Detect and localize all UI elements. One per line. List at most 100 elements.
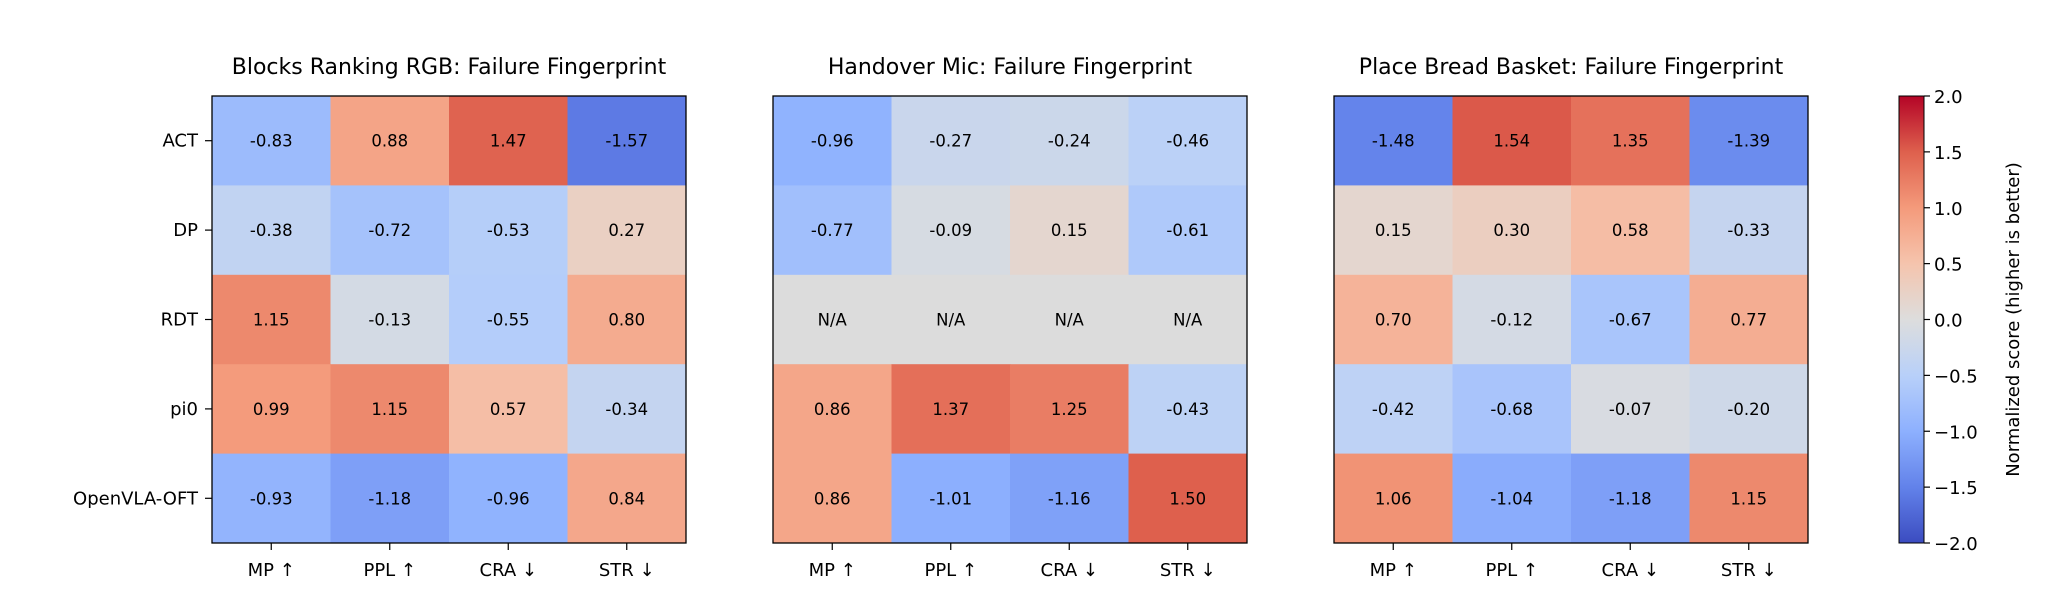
heatmap-cell (773, 185, 892, 276)
heatmap-cell (773, 364, 892, 455)
heatmap-cell (449, 453, 568, 544)
x-tick-label: CRA ↓ (1602, 560, 1659, 581)
cell-value-label: -0.43 (1166, 400, 1209, 419)
heatmap-cell (330, 364, 450, 455)
cell-value-label: 1.15 (253, 311, 290, 330)
heatmap-cell (1334, 274, 1453, 365)
cell-value-label: -0.83 (250, 132, 293, 151)
heatmap-cell (449, 96, 568, 186)
heatmap-cell (1689, 453, 1809, 544)
cell-value-label: 0.70 (1375, 311, 1412, 330)
colorbar-label: Normalized score (higher is better) (2003, 162, 2024, 477)
colorbar-tick-label: 0.0 (1934, 311, 1963, 332)
cell-value-label: -0.20 (1727, 400, 1770, 419)
heatmap-cell (567, 364, 687, 455)
cell-value-label: -0.77 (811, 221, 854, 240)
heatmap-cell (1128, 453, 1248, 544)
colorbar: 2.0 1.5 1.0 0.5 0.0 −0.5 −1.0 −1.5 −2.0 Normalize… (1898, 87, 2024, 555)
heatmap-cell (567, 96, 687, 186)
colorbar-tick-label: 0.5 (1934, 255, 1963, 276)
cell-value-label: -0.38 (250, 221, 293, 240)
colorbar-tick-label: −0.5 (1934, 366, 1978, 387)
x-tick-label: MP ↑ (809, 560, 856, 581)
heatmap-cell (1689, 185, 1809, 276)
panel-title: Place Bread Basket: Failure Fingerprint (1359, 55, 1784, 80)
heatmap-cell (1128, 274, 1248, 365)
heatmap-cell (449, 274, 568, 365)
cell-value-label: -1.57 (605, 132, 648, 151)
heatmap-cell (1010, 453, 1129, 544)
heatmap-cell (1010, 185, 1129, 276)
heatmap-cell (1010, 96, 1129, 186)
heatmap-cell (1452, 364, 1572, 455)
cell-value-label: -1.48 (1372, 132, 1415, 151)
cell-value-label: -0.12 (1490, 311, 1533, 330)
heatmap-cell (212, 96, 331, 186)
cell-value-label: -0.07 (1609, 400, 1652, 419)
cell-value-label: N/A (1055, 311, 1085, 330)
heatmap-cell (1689, 96, 1809, 186)
heatmap-cell (1128, 185, 1248, 276)
x-tick-label: PPL ↑ (363, 560, 416, 581)
y-tick-label: OpenVLA-OFT (73, 488, 199, 509)
cell-value-label: 0.86 (814, 400, 851, 419)
cell-value-label: 1.15 (371, 400, 408, 419)
x-tick-label: PPL ↑ (1485, 560, 1538, 581)
heatmap-cell (773, 96, 892, 186)
x-tick-label: MP ↑ (1370, 560, 1417, 581)
cell-value-label: -1.16 (1048, 489, 1091, 508)
heatmap-cell (330, 274, 450, 365)
cell-value-label: -0.42 (1372, 400, 1415, 419)
heatmap-cell (1689, 274, 1809, 365)
cell-value-label: 1.15 (1730, 489, 1767, 508)
heatmap-cell (1128, 96, 1248, 186)
cell-value-label: -0.24 (1048, 132, 1091, 151)
heatmap-cell (330, 185, 450, 276)
colorbar-tick-label: −1.5 (1934, 478, 1978, 499)
heatmap-cell (212, 364, 331, 455)
cell-value-label: -0.67 (1609, 311, 1652, 330)
heatmap-cell (1334, 364, 1453, 455)
cell-value-label: 1.47 (490, 132, 527, 151)
heatmap-cell (330, 96, 450, 186)
colorbar-tick-label: 1.0 (1934, 199, 1963, 220)
heatmap-cell (1571, 274, 1690, 365)
heatmap-cell (891, 185, 1011, 276)
heatmap-cell (1010, 364, 1129, 455)
heatmap-cell (891, 274, 1011, 365)
heatmap-cell (1452, 274, 1572, 365)
cell-value-label: -1.01 (929, 489, 972, 508)
y-tick-label: RDT (161, 310, 199, 331)
heatmap-cell (891, 453, 1011, 544)
heatmap-cell (1571, 185, 1690, 276)
x-tick-label: CRA ↓ (480, 560, 537, 581)
cell-value-label: -1.18 (368, 489, 411, 508)
heatmap-cell (1334, 185, 1453, 276)
heatmap-cell (891, 96, 1011, 186)
plot-frame (1333, 95, 1809, 544)
cell-value-label: -1.39 (1727, 132, 1770, 151)
cell-value-label: N/A (936, 311, 966, 330)
cell-value-label: 1.50 (1169, 489, 1206, 508)
cell-value-label: -0.68 (1490, 400, 1533, 419)
heatmap-cell (212, 274, 331, 365)
heatmap-cell (1010, 274, 1129, 365)
cell-value-label: 0.15 (1375, 221, 1412, 240)
cell-value-label: -1.18 (1609, 489, 1652, 508)
cell-value-label: -0.09 (929, 221, 972, 240)
x-tick-label: MP ↑ (248, 560, 295, 581)
cell-value-label: -0.96 (487, 489, 530, 508)
heatmap-cell (449, 185, 568, 276)
cell-value-label: -0.96 (811, 132, 854, 151)
panel-title: Handover Mic: Failure Fingerprint (828, 55, 1193, 80)
y-tick-label: pi0 (170, 399, 198, 420)
cell-value-label: -0.55 (487, 311, 530, 330)
cell-value-label: -0.33 (1727, 221, 1770, 240)
cell-value-label: -0.46 (1166, 132, 1209, 151)
cell-value-label: -0.53 (487, 221, 530, 240)
heatmap-cell (1128, 364, 1248, 455)
cell-value-label: 0.27 (608, 221, 645, 240)
heatmap-cell (1334, 453, 1453, 544)
cell-value-label: 0.88 (371, 132, 408, 151)
